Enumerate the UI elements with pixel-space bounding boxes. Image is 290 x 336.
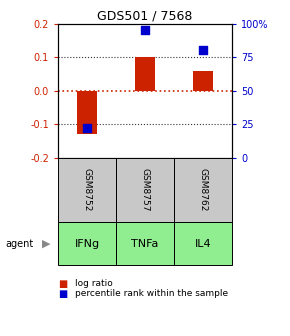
Bar — [135, 57, 155, 91]
Point — [201, 48, 205, 53]
Text: GSM8762: GSM8762 — [198, 168, 208, 212]
Point — [143, 28, 147, 33]
Bar — [77, 91, 97, 134]
Title: GDS501 / 7568: GDS501 / 7568 — [97, 9, 193, 23]
Point — [85, 126, 89, 131]
Text: ■: ■ — [58, 279, 67, 289]
Bar — [193, 71, 213, 91]
Text: IL4: IL4 — [195, 239, 211, 249]
Text: GSM8752: GSM8752 — [82, 168, 92, 212]
Text: percentile rank within the sample: percentile rank within the sample — [75, 290, 229, 298]
Text: agent: agent — [6, 239, 34, 249]
Text: log ratio: log ratio — [75, 280, 113, 288]
Text: IFNg: IFNg — [75, 239, 99, 249]
Text: ■: ■ — [58, 289, 67, 299]
Text: TNFa: TNFa — [131, 239, 159, 249]
Text: GSM8757: GSM8757 — [140, 168, 150, 212]
Text: ▶: ▶ — [42, 239, 51, 249]
